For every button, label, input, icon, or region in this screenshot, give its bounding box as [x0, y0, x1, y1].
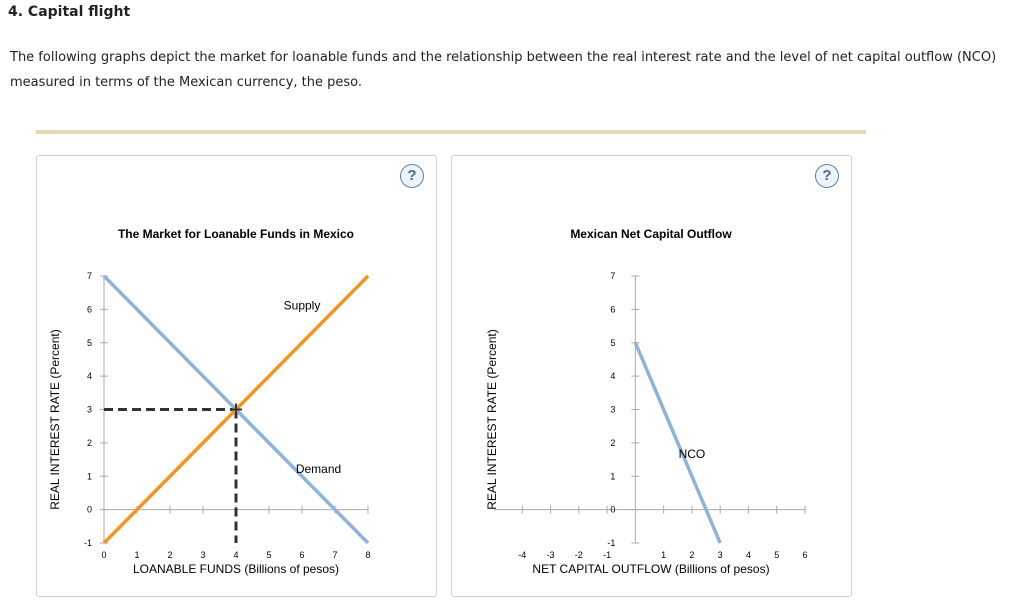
divider — [36, 130, 866, 134]
nco-x-tick-label: -4 — [518, 550, 526, 560]
loanable-funds-panel: ? The Market for Loanable Funds in Mexic… — [36, 155, 437, 597]
lf-demand-label: Demand — [296, 462, 341, 476]
nco-x-tick-label: 3 — [718, 550, 723, 560]
help-button-nco[interactable]: ? — [815, 164, 839, 188]
nco-x-axis-title: NET CAPITAL OUTFLOW (Billions of pesos) — [532, 562, 769, 576]
lf-y-tick-label: 2 — [87, 438, 92, 448]
nco-x-tick-label: -2 — [575, 550, 583, 560]
nco-y-tick-label: 5 — [610, 338, 615, 348]
nco-y-tick-label: -1 — [607, 538, 615, 548]
nco-chart-title: Mexican Net Capital Outflow — [570, 227, 732, 241]
question-title: 4. Capital flight — [8, 4, 131, 20]
lf-y-tick-label: 0 — [87, 505, 92, 515]
lf-x-tick-label: 7 — [332, 550, 337, 560]
nco-y-tick-label: 6 — [610, 304, 615, 314]
nco-y-tick-label: 1 — [610, 471, 615, 481]
nco-y-tick-label: 2 — [610, 438, 615, 448]
nco-curve-label: NCO — [679, 447, 706, 461]
lf-y-tick-label: 6 — [87, 304, 92, 314]
nco-x-tick-label: -1 — [603, 550, 611, 560]
lf-x-tick-label: 4 — [233, 550, 238, 560]
lf-y-tick-label: 4 — [87, 371, 92, 381]
nco-x-tick-label: 2 — [689, 550, 694, 560]
lf-y-tick-label: 7 — [87, 271, 92, 281]
nco-chart: Mexican Net Capital Outflow -1 0 1 2 3 4 5 6 7 -4 -… — [485, 227, 808, 576]
lf-y-axis-title: REAL INTEREST RATE (Percent) — [48, 329, 62, 510]
nco-x-tick-label: 6 — [802, 550, 807, 560]
nco-y-tick-label: 4 — [610, 371, 615, 381]
lf-x-tick-label: 1 — [134, 550, 139, 560]
lf-x-tick-label: 3 — [200, 550, 205, 560]
nco-x-tick-label: 5 — [774, 550, 779, 560]
question-intro: The following graphs depict the market f… — [10, 50, 997, 90]
nco-x-tick-label: 1 — [661, 550, 666, 560]
nco-y-tick-label: 7 — [610, 271, 615, 281]
nco-x-tick-label: -3 — [547, 550, 555, 560]
lf-x-tick-label: 8 — [365, 550, 370, 560]
lf-chart-title: The Market for Loanable Funds in Mexico — [118, 227, 354, 241]
nco-y-axis-title: REAL INTEREST RATE (Percent) — [485, 329, 499, 510]
lf-x-tick-label: 0 — [101, 550, 106, 560]
nco-x-tick-label: 4 — [746, 550, 751, 560]
lf-y-tick-label: 3 — [87, 405, 92, 415]
lf-x-tick-label: 6 — [299, 550, 304, 560]
lf-x-axis-title: LOANABLE FUNDS (Billions of pesos) — [133, 562, 339, 576]
nco-panel: ? Mexican Net Capital Outflow -1 0 1 2 3 4 5 6 7 -… — [451, 155, 852, 597]
lf-y-tick-label: 1 — [87, 471, 92, 481]
nco-curve — [633, 342, 722, 544]
nco-y-tick-label: 3 — [610, 405, 615, 415]
nco-y-tick-label: 0 — [610, 505, 615, 515]
lf-y-tick-label: -1 — [84, 538, 92, 548]
loanable-funds-chart: The Market for Loanable Funds in Mexico -… — [48, 227, 371, 576]
lf-x-tick-label: 2 — [167, 550, 172, 560]
help-button-loanable-funds[interactable]: ? — [400, 164, 424, 188]
lf-y-tick-label: 5 — [87, 338, 92, 348]
lf-x-tick-label: 5 — [266, 550, 271, 560]
lf-supply-label: Supply — [284, 298, 321, 312]
